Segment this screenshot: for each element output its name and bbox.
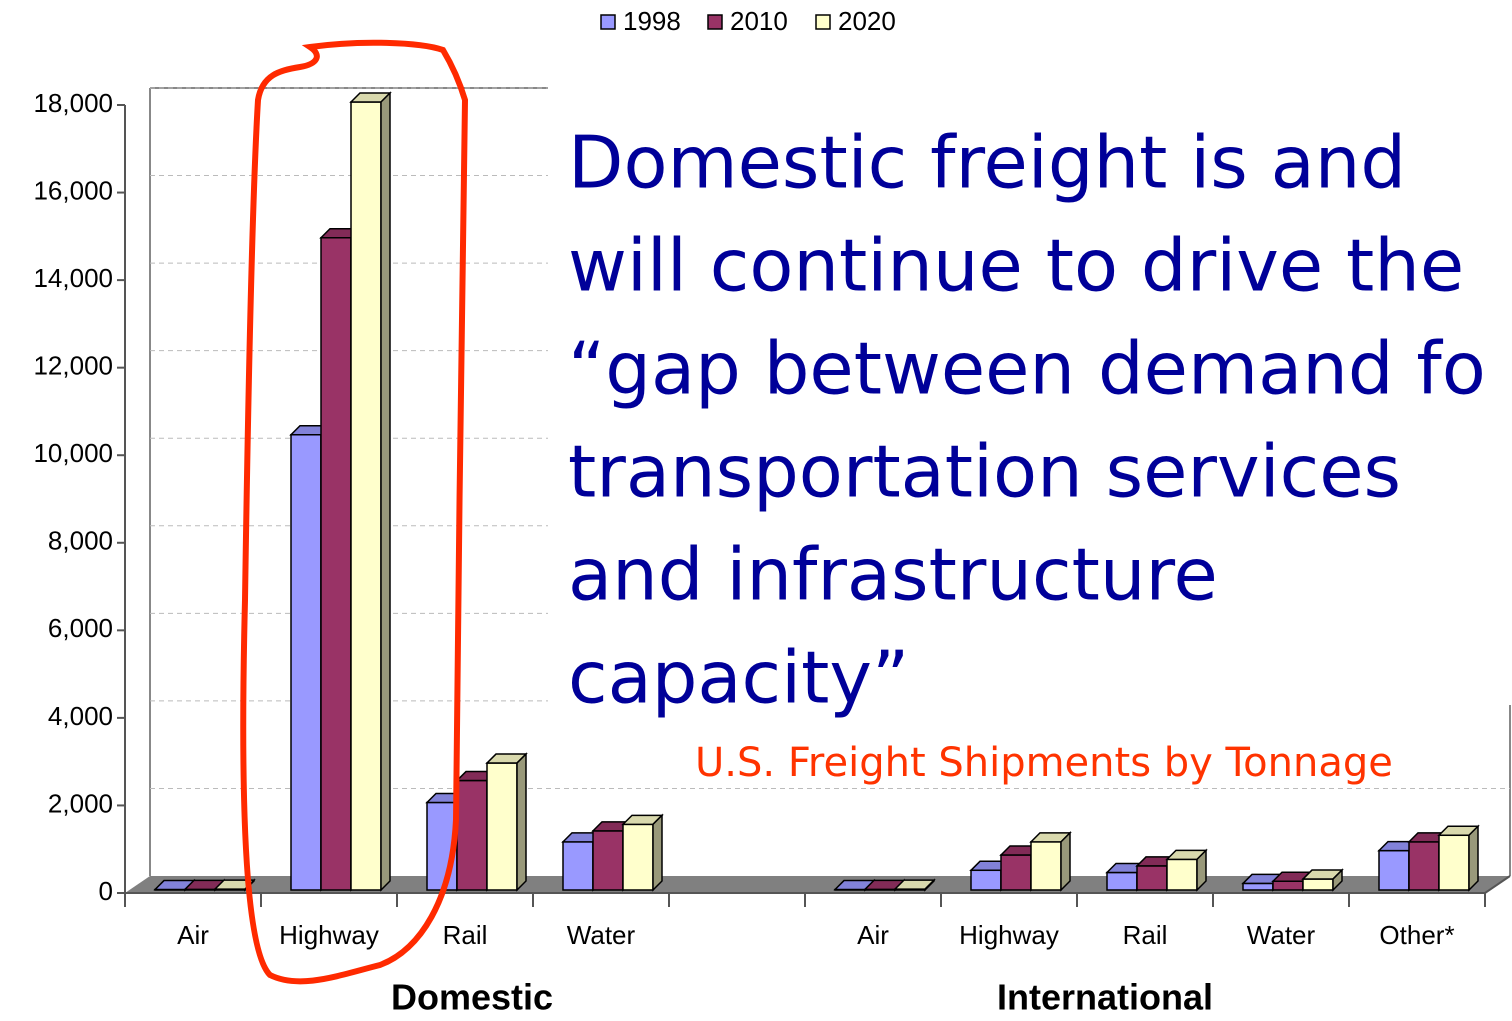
x-tick-label: Air [857,920,889,950]
bar [1242,882,1274,891]
y-tick-label: 6,000 [48,613,113,643]
group-label: International [997,977,1213,1018]
bar [350,101,382,891]
group-label: Domestic [391,977,553,1018]
bar [486,762,518,891]
y-tick-label: 2,000 [48,788,113,818]
bar-side [1468,824,1479,892]
x-tick-label: Highway [959,920,1059,950]
bar-side [1332,868,1343,892]
legend-label: 2020 [838,6,896,36]
chart-subtitle: U.S. Freight Shipments by Tonnage [695,740,1393,786]
bar-group [1165,848,1208,892]
annotation-background [548,85,1512,705]
bar [1272,880,1304,891]
annotation-line: capacity” [568,636,909,720]
x-tick-label: Rail [443,920,488,950]
x-tick-label: Rail [1123,920,1168,950]
bar [1000,854,1032,891]
annotation-line: transportation services [568,430,1401,514]
bar-group [1301,868,1344,892]
x-tick-label: Other* [1379,920,1454,950]
bar [290,433,322,891]
y-tick-label: 12,000 [33,351,113,381]
bar-group [621,813,664,892]
annotation-line: “gap between demand fo [568,327,1486,411]
y-tick-label: 10,000 [33,438,113,468]
bar [320,236,352,891]
bar [1408,841,1440,891]
bar [1378,849,1410,891]
bar [456,779,488,891]
y-tick-label: 0 [99,876,113,906]
legend-swatch [707,14,723,30]
y-tick-label: 8,000 [48,526,113,556]
x-tick-label: Highway [279,920,379,950]
annotation-line: Domestic freight is and [568,121,1406,205]
legend-swatch [600,14,616,30]
bar [1136,865,1168,891]
bar-side [380,91,391,892]
bar-group [485,752,528,892]
bar [1106,871,1138,891]
x-tick-label: Water [1247,920,1316,950]
bar-side [1060,831,1071,892]
bar [592,830,624,891]
bar-side [1196,848,1207,892]
bar [1030,841,1062,891]
bar [622,823,654,891]
y-tick-label: 16,000 [33,175,113,205]
x-tick-label: Water [567,920,636,950]
x-tick-label: Air [177,920,209,950]
bar-group [1437,824,1480,892]
legend-label: 1998 [623,6,681,36]
legend-swatch [815,14,831,30]
floor-right [1484,875,1511,894]
bar-group [1029,831,1072,892]
bar [970,869,1002,891]
bar-side [652,813,663,892]
y-tick-label: 18,000 [33,88,113,118]
highlight-loop [240,39,469,985]
bar-side [516,752,527,892]
bar-side [924,878,935,892]
y-tick-label: 4,000 [48,701,113,731]
y-tick-label: 14,000 [33,263,113,293]
bar-group [893,878,936,892]
annotation-line: and infrastructure [568,533,1218,617]
bar [1166,858,1198,891]
bar [1302,878,1334,891]
annotation-line: will continue to drive the [568,224,1464,308]
bar [562,841,594,891]
bar-group [349,91,392,892]
legend-label: 2010 [730,6,788,36]
bar [1438,834,1470,891]
